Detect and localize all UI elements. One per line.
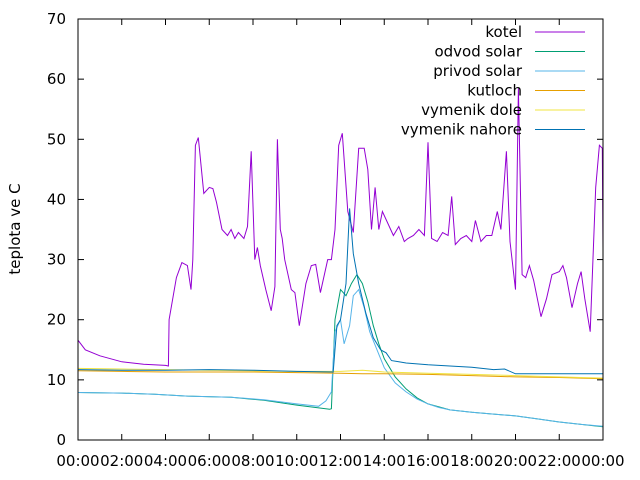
x-tick-label: 20:00 [494,452,537,470]
x-tick-label: 02:00 [100,452,143,470]
series-line-kutloch [77,370,604,380]
legend-label: kutloch [467,82,522,100]
y-tick-label: 70 [47,10,66,28]
x-tick-label: 00:00 [581,452,624,470]
y-axis-label: teplota ve C [6,183,24,274]
x-tick-label: 06:00 [188,452,231,470]
y-tick-label: 20 [47,311,66,329]
x-tick-label: 22:00 [538,452,581,470]
x-tick-label: 10:00 [275,452,318,470]
x-tick-label: 04:00 [144,452,187,470]
y-tick-label: 60 [47,70,66,88]
x-tick-label: 12:00 [319,452,362,470]
y-tick-label: 50 [47,130,66,148]
series-line-kotel [77,88,604,367]
legend-label: privod solar [433,62,523,80]
legend-label: kotel [485,23,522,41]
x-tick-label: 18:00 [450,452,493,470]
legend-label: odvod solar [434,43,522,61]
x-tick-label: 14:00 [363,452,406,470]
series-line-vymenik-nahore [77,208,603,375]
series-layer [77,88,604,428]
legend-label: vymenik nahore [401,121,522,139]
x-tick-label: 08:00 [231,452,274,470]
y-tick-label: 10 [47,371,66,389]
y-tick-label: 0 [56,431,66,449]
y-tick-label: 30 [47,251,66,269]
legend-label: vymenik dole [421,101,522,119]
y-tick-label: 40 [47,190,66,208]
x-tick-label: 00:00 [56,452,99,470]
x-tick-label: 16:00 [406,452,449,470]
